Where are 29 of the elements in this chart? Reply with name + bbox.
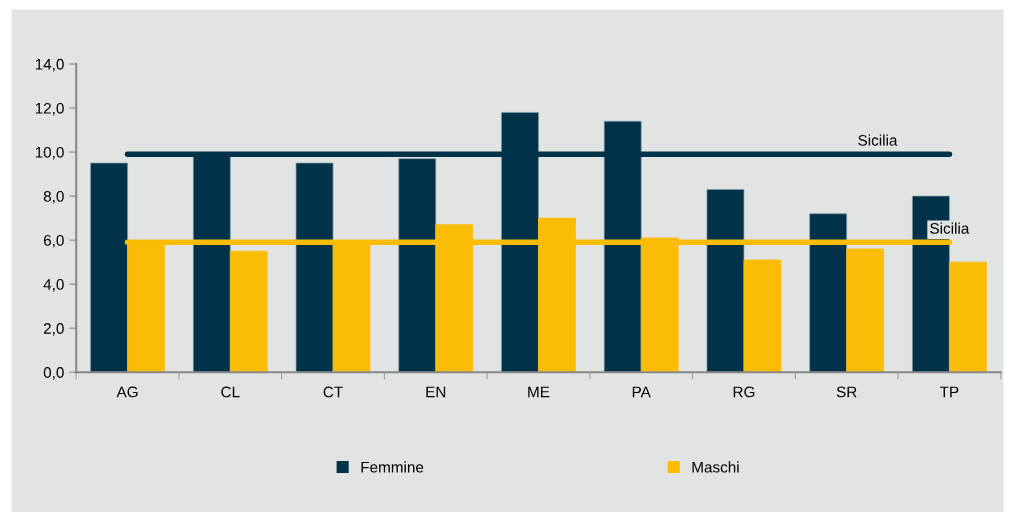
ref-line-label: Sicilia [930,222,970,234]
ref-line-label: Sicilia [858,134,898,146]
bar [949,261,987,373]
y-tick-label: 14,0 [35,58,64,72]
x-tick-label: TP [939,386,959,398]
bar [295,162,334,373]
x-tick-label: SR [836,386,857,398]
legend-label: Femmine [361,461,424,473]
bar [90,162,128,373]
y-tick-label: 12,0 [35,102,64,116]
bar [743,259,782,373]
x-tick-label: PA [632,386,651,398]
x-tick-label: CL [221,386,240,398]
y-tick-label: 2,0 [43,323,64,336]
y-tick-label: 10,0 [35,146,64,160]
x-tick-label: RG [733,386,755,398]
y-tick-label: 0,0 [43,367,64,380]
x-tick-label: AG [116,386,138,398]
y-tick-label: 6,0 [43,235,64,248]
bar [809,213,848,373]
bar [706,189,745,373]
x-tick-label: ME [528,386,550,398]
bar [229,250,268,373]
y-tick-label: 8,0 [43,190,64,204]
y-tick-label: 4,0 [43,279,64,292]
legend-label: Maschi [692,461,739,473]
x-tick-label: CT [323,386,343,398]
x-tick-label: EN [426,386,446,398]
bar [846,248,884,373]
